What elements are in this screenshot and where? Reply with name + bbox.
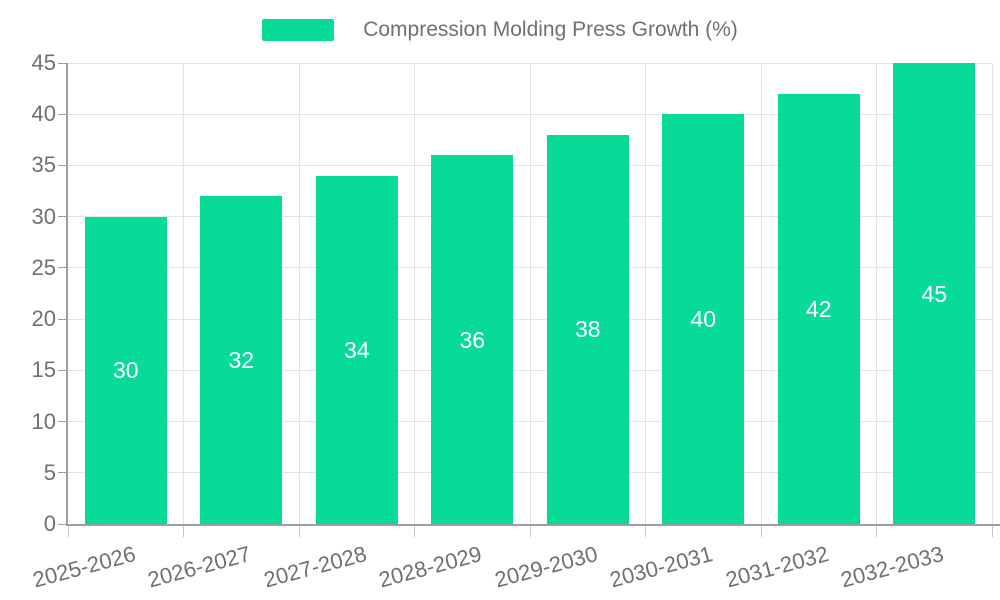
x-axis-tick	[183, 524, 184, 537]
x-tick-label-text: 2025-2026	[29, 541, 138, 593]
y-tick-label: 40	[31, 101, 56, 127]
y-axis-tick	[58, 62, 67, 64]
y-tick-label: 30	[31, 203, 56, 229]
bar[interactable]	[84, 216, 167, 524]
y-tick-label: 0	[43, 511, 56, 536]
y-axis-tick	[58, 472, 67, 474]
legend-swatch-icon	[262, 19, 335, 41]
bar[interactable]	[662, 114, 745, 524]
x-axis-tick	[298, 524, 300, 537]
y-tick-label: 10	[31, 408, 56, 434]
legend[interactable]: Compression Molding Press Growth (%)	[0, 18, 1000, 42]
bar[interactable]	[431, 155, 514, 524]
v-gridline	[298, 63, 300, 524]
bar-value-label: 34	[343, 336, 370, 363]
bar-value-label: 42	[805, 295, 832, 322]
v-gridline	[414, 63, 415, 524]
y-axis-tick	[58, 113, 67, 115]
y-tick-label: 5	[43, 459, 56, 485]
y-axis-tick	[58, 369, 67, 371]
x-axis-tick	[760, 524, 762, 537]
bar-value-label: 40	[690, 306, 717, 333]
y-axis-tick	[58, 216, 67, 218]
bar-value-label: 32	[228, 347, 255, 374]
y-axis-tick	[58, 318, 67, 320]
v-gridline	[183, 63, 184, 524]
x-axis-tick	[67, 524, 69, 537]
v-gridline	[876, 63, 877, 524]
y-axis-tick	[58, 164, 67, 166]
x-tick-label: 2032-2033	[838, 541, 1000, 592]
y-axis-tick	[58, 267, 67, 269]
x-axis-tick	[876, 524, 877, 537]
y-tick-label: 25	[31, 254, 56, 280]
y-tick-label: 15	[31, 357, 56, 383]
x-axis-line	[66, 524, 1000, 526]
y-axis-tick	[58, 421, 67, 423]
v-gridline	[645, 63, 646, 524]
bar[interactable]	[315, 175, 398, 524]
y-tick-label: 45	[31, 50, 56, 75]
bar-value-label: 38	[574, 316, 601, 343]
bar[interactable]	[200, 196, 283, 524]
bar-value-label: 36	[459, 326, 486, 353]
y-tick-label: 35	[31, 152, 56, 178]
bar-value-label: 30	[112, 357, 139, 384]
bar-value-label: 45	[921, 280, 948, 307]
x-axis-tick	[991, 524, 993, 537]
legend-label: Compression Molding Press Growth (%)	[363, 18, 738, 41]
x-axis-tick	[414, 524, 415, 537]
v-gridline	[760, 63, 762, 524]
y-tick-label: 20	[31, 306, 56, 332]
y-axis-tick	[58, 523, 67, 525]
x-axis-tick	[645, 524, 646, 537]
v-gridline	[991, 63, 993, 524]
bar[interactable]	[893, 63, 976, 524]
v-gridline	[529, 63, 531, 524]
x-axis-tick	[529, 524, 531, 537]
bar[interactable]	[777, 93, 860, 524]
bar[interactable]	[546, 134, 629, 524]
y-axis-line	[66, 63, 68, 524]
